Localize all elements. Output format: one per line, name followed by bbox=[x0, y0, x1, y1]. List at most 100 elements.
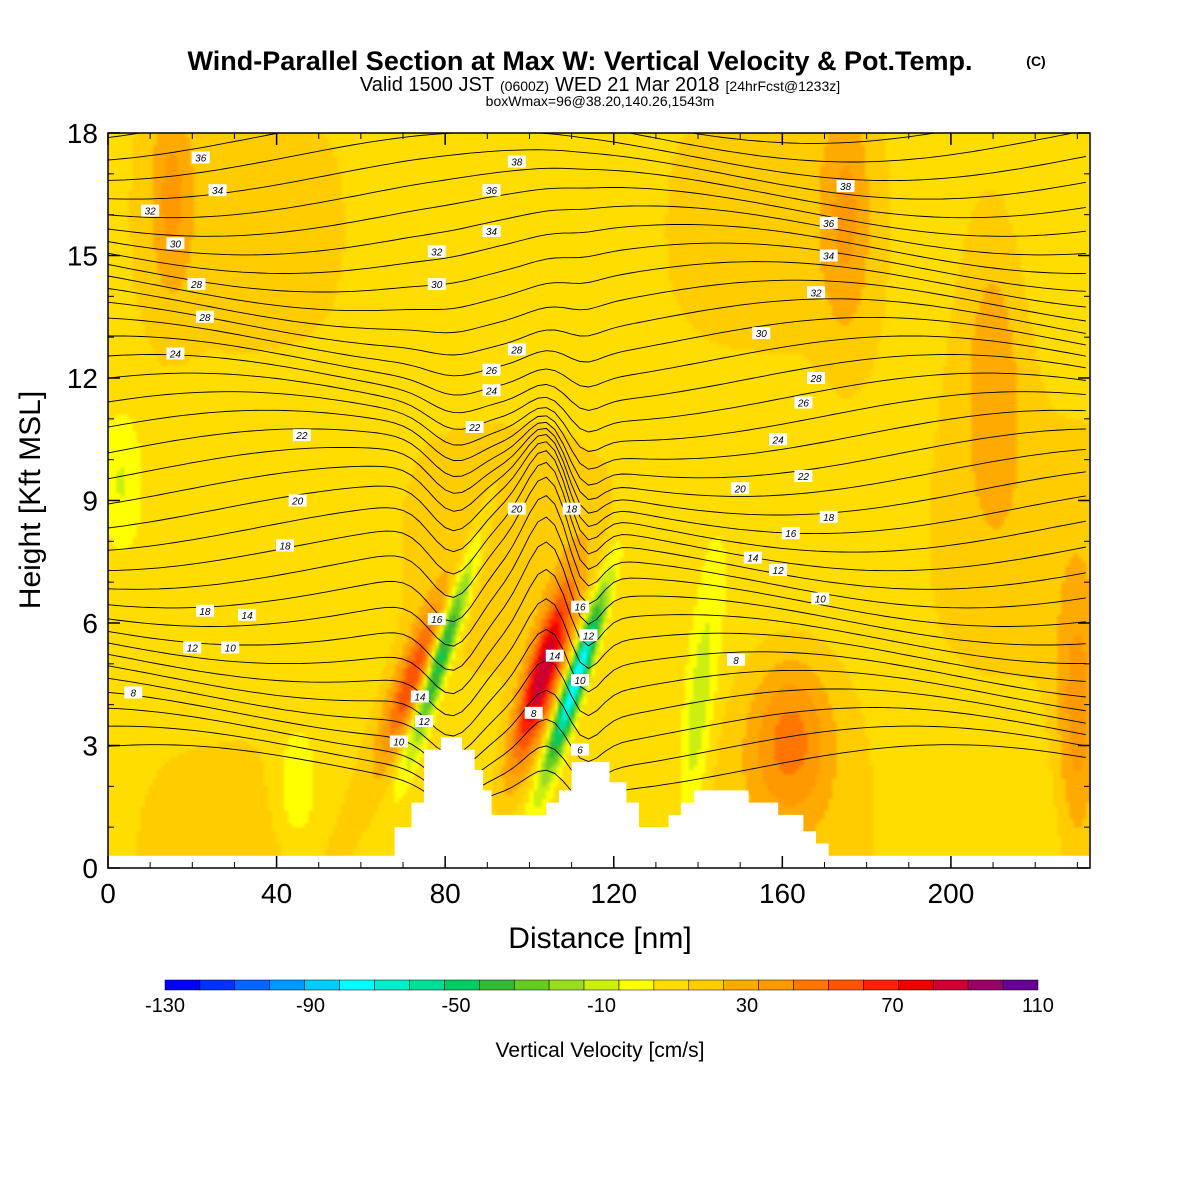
isentrope-label-bg bbox=[195, 604, 214, 617]
colorbar-swatch bbox=[444, 979, 480, 991]
isentrope-label: 24 bbox=[769, 433, 788, 446]
isentrope-label-bg bbox=[482, 363, 501, 376]
isentrope-label-text: 18 bbox=[823, 513, 835, 524]
isentrope-label-bg bbox=[427, 278, 446, 291]
isentrope-label-bg bbox=[124, 686, 143, 699]
colorbar-swatch bbox=[234, 979, 270, 991]
isentrope-label-bg bbox=[191, 151, 210, 164]
isentrope-label: 10 bbox=[811, 592, 830, 606]
isentrope-label-bg bbox=[288, 494, 307, 507]
isentrope-line bbox=[108, 707, 1086, 785]
isentrope-label-bg bbox=[166, 347, 185, 360]
isentrope-line bbox=[108, 261, 1086, 312]
isentrope-label-bg bbox=[562, 502, 581, 515]
isentrope-label-text: 30 bbox=[170, 239, 182, 250]
isentrope-label-bg bbox=[524, 706, 543, 719]
isentrope-label-text: 28 bbox=[198, 313, 211, 324]
isentrope-line bbox=[108, 167, 1086, 219]
isentrope-label: 30 bbox=[166, 237, 185, 250]
isentrope-label-text: 22 bbox=[797, 472, 810, 483]
colorbar-label: -130 bbox=[145, 995, 185, 1017]
isentrope-label-bg bbox=[410, 690, 429, 703]
isentrope-label: 32 bbox=[427, 245, 446, 258]
isentrope-label-text: 34 bbox=[212, 186, 224, 197]
isentrope-label-bg bbox=[571, 674, 590, 687]
forecast-tag: [24hrFcst@1233z] bbox=[726, 78, 841, 94]
isentrope-label: 30 bbox=[752, 327, 771, 340]
isentrope-label-bg bbox=[221, 641, 240, 654]
isentrope-label-text: 10 bbox=[225, 644, 237, 655]
isentrope-line bbox=[108, 298, 1086, 356]
colorbar-swatch bbox=[618, 979, 655, 991]
isentrope-label-text: 24 bbox=[485, 386, 498, 397]
isentrope-label: 8 bbox=[726, 653, 745, 667]
isentrope-line bbox=[108, 205, 1086, 256]
isentrope-label-text: 14 bbox=[242, 611, 254, 622]
isentrope-label-text: 14 bbox=[747, 554, 759, 565]
x-axis: 0 40 80 120 160 200 bbox=[100, 133, 1078, 909]
isentrope-label: 28 bbox=[195, 310, 214, 324]
isentrope-line bbox=[108, 688, 1086, 771]
isentrope-label-bg bbox=[195, 310, 214, 323]
colorbar-swatch bbox=[758, 979, 794, 991]
y-tick-label: 6 bbox=[82, 608, 98, 639]
isentrope-label-text: 26 bbox=[797, 399, 810, 410]
isentrope-label: 18 bbox=[562, 502, 581, 516]
colorbar-swatch bbox=[339, 979, 375, 991]
isentrope-label-text: 24 bbox=[772, 435, 785, 446]
colorbar-swatch bbox=[199, 979, 236, 991]
isentrope-line bbox=[108, 427, 1086, 501]
isentrope-label: 34 bbox=[482, 225, 501, 238]
isentrope-label-text: 10 bbox=[574, 676, 586, 687]
isentrope-label: 22 bbox=[465, 421, 484, 434]
isentrope-label: 28 bbox=[187, 278, 206, 291]
colorbar-swatch bbox=[793, 979, 829, 991]
isentrope-label-bg bbox=[769, 433, 788, 446]
colorbar-swatch bbox=[513, 979, 550, 991]
isentrope-line bbox=[108, 421, 1086, 486]
isentrope-label-text: 32 bbox=[810, 288, 822, 299]
isentrope-label-bg bbox=[571, 743, 590, 756]
isentrope-label: 32 bbox=[141, 204, 160, 218]
isentrope-label-text: 36 bbox=[823, 219, 835, 230]
isentrope-label-bg bbox=[752, 327, 771, 340]
isentrope-label-bg bbox=[166, 237, 185, 250]
isentrope-label-text: 12 bbox=[773, 566, 785, 577]
isentrope-label: 14 bbox=[743, 551, 762, 565]
isentrope-label: 28 bbox=[807, 372, 826, 385]
isentrope-line bbox=[108, 441, 1086, 535]
isentrope-line bbox=[108, 372, 1086, 433]
colorbar-label: -50 bbox=[442, 995, 471, 1017]
isentrope-label-text: 8 bbox=[733, 656, 739, 667]
colorbar-swatch bbox=[409, 979, 445, 991]
isentrope-label-bg bbox=[415, 715, 434, 727]
isentrope-label-bg bbox=[507, 502, 526, 515]
isentrope-label: 14 bbox=[238, 608, 257, 622]
colorbar-swatch bbox=[967, 979, 1004, 991]
colorbar-swatch bbox=[164, 979, 201, 991]
isentrope-label: 38 bbox=[836, 180, 855, 193]
isentrope-label: 26 bbox=[482, 363, 501, 377]
isentrope-line bbox=[108, 224, 1086, 274]
isentrope-label: 34 bbox=[819, 249, 838, 263]
isentrope-label: 36 bbox=[482, 184, 501, 197]
isentrope-label: 10 bbox=[221, 641, 240, 655]
colorbar-swatch bbox=[548, 979, 585, 991]
isentrope-label: 34 bbox=[208, 184, 227, 197]
isentrope-label-text: 14 bbox=[414, 693, 426, 704]
isentrope-line bbox=[108, 133, 938, 144]
isentrope-line bbox=[108, 354, 1086, 414]
title-block: Wind-Parallel Section at Max W: Vertical… bbox=[188, 46, 1046, 109]
isentrope-label: 18 bbox=[195, 604, 214, 618]
isentrope-label-bg bbox=[482, 184, 501, 197]
isentrope-label-bg bbox=[389, 735, 408, 748]
isentrope-line bbox=[108, 279, 1086, 334]
isentrope-line bbox=[108, 391, 1086, 452]
isentrope-label: 24 bbox=[482, 384, 501, 397]
isentrope-label-text: 28 bbox=[190, 280, 203, 291]
colorbar-label: -90 bbox=[296, 995, 325, 1017]
isentrope-label: 18 bbox=[276, 539, 295, 552]
isentrope-label: 16 bbox=[571, 600, 590, 614]
colorbar-label: 70 bbox=[881, 995, 903, 1017]
colorbar-label: 110 bbox=[1022, 995, 1054, 1017]
